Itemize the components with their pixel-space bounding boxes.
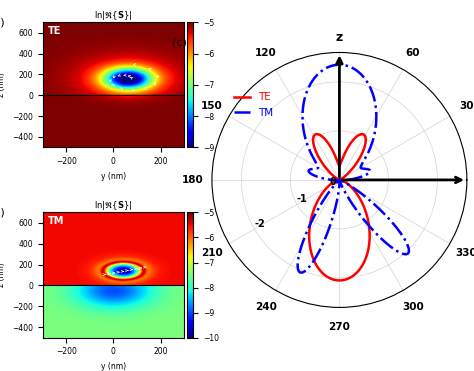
- X-axis label: y (nm): y (nm): [101, 172, 126, 181]
- Text: (c): (c): [172, 37, 186, 47]
- Y-axis label: z (nm): z (nm): [0, 263, 6, 288]
- Text: (b): (b): [0, 207, 5, 217]
- Title: $\ln|\mathfrak{R}\{\mathbf{S}\}|$: $\ln|\mathfrak{R}\{\mathbf{S}\}|$: [94, 9, 133, 22]
- Title: $\ln|\mathfrak{R}\{\mathbf{S}\}|$: $\ln|\mathfrak{R}\{\mathbf{S}\}|$: [94, 200, 133, 213]
- Text: (a): (a): [0, 17, 5, 27]
- Text: TE: TE: [48, 26, 62, 36]
- Legend: TE, TM: TE, TM: [230, 88, 277, 122]
- Text: 0: 0: [330, 177, 337, 187]
- Text: z: z: [336, 30, 343, 43]
- Text: TM: TM: [48, 216, 64, 226]
- X-axis label: y (nm): y (nm): [101, 362, 126, 371]
- Y-axis label: z (nm): z (nm): [0, 72, 6, 97]
